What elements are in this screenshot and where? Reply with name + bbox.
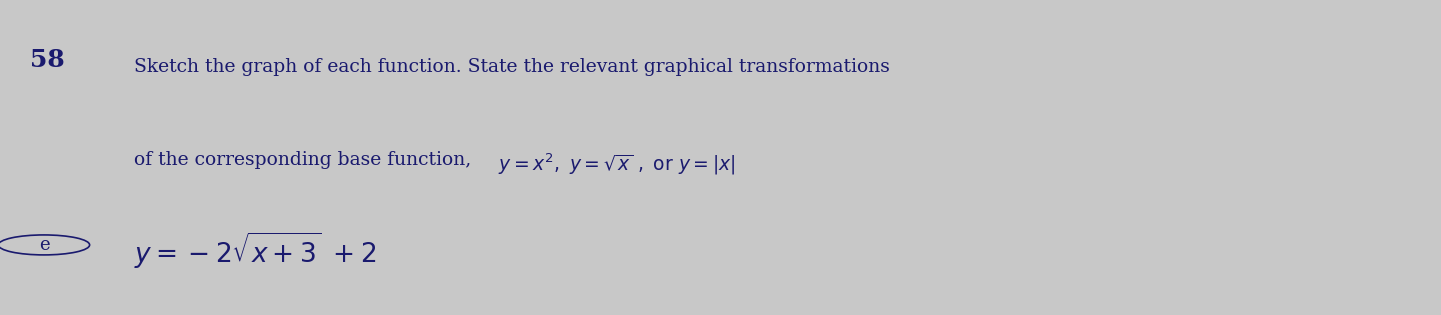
Text: of the corresponding base function,: of the corresponding base function,	[134, 151, 477, 169]
Text: e: e	[39, 236, 49, 254]
Text: 58: 58	[30, 48, 65, 72]
Text: $y = -2\sqrt{x+3}\ +2$: $y = -2\sqrt{x+3}\ +2$	[134, 231, 376, 272]
Text: Sketch the graph of each function. State the relevant graphical transformations: Sketch the graph of each function. State…	[134, 58, 889, 76]
Text: $y = x^2,\ y = \sqrt{x}\ ,\ \mathrm{or}\ y = |x|$: $y = x^2,\ y = \sqrt{x}\ ,\ \mathrm{or}\…	[497, 151, 735, 177]
